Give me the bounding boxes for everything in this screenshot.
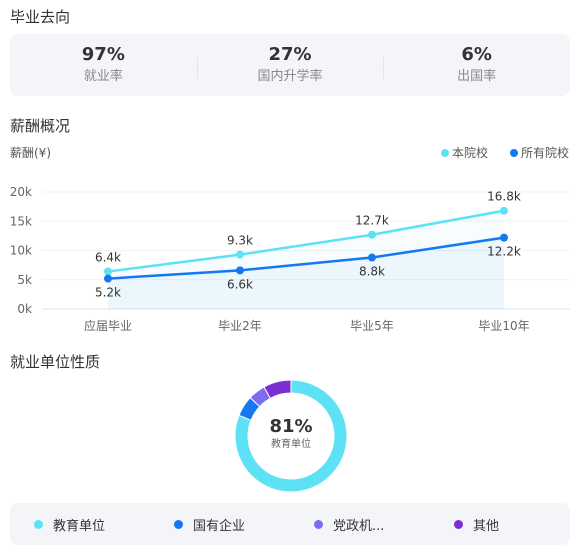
data-point [500, 206, 508, 215]
legend-label: 所有院校 [521, 146, 570, 160]
legend-item-education[interactable]: 教育单位 [10, 515, 150, 534]
stat-employment: 97% 就业率 [10, 43, 197, 87]
legend-dot [314, 519, 323, 529]
x-tick-label: 毕业5年 [350, 319, 394, 333]
legend-dot [174, 519, 183, 529]
donut-center-label: 教育单位 [271, 439, 311, 450]
series-area [108, 210, 504, 309]
donut-slice[interactable] [263, 379, 292, 399]
donut-legend: 教育单位 国有企业 党政机... 其他 [10, 503, 570, 545]
legend-dot [454, 519, 463, 529]
data-label: 16.8k [487, 190, 521, 204]
donut-slice[interactable] [234, 379, 348, 493]
data-point [104, 274, 112, 283]
legend-item-state-owned[interactable]: 国有企业 [150, 515, 290, 534]
series-line [107, 209, 505, 273]
data-label: 8.8k [359, 265, 385, 279]
data-label: 12.2k [487, 245, 521, 259]
data-point [104, 267, 112, 276]
salary-line-chart: 0k 5k 10k 15k 20k 应届毕业 毕业2年 毕业5年 毕业10年 6.4k 9.3k 12… [10, 185, 570, 333]
y-tick-label: 10k [10, 244, 32, 258]
y-axis-label: 薪酬(¥) [10, 146, 51, 160]
series-line [107, 236, 505, 280]
y-tick-label: 5k [17, 273, 32, 287]
employer-title: 就业单位性质 [10, 353, 101, 371]
stat-value: 27% [268, 44, 312, 65]
legend-this-school[interactable]: 本院校 [441, 144, 488, 161]
legend-item-government[interactable]: 党政机... [290, 515, 430, 534]
data-point [368, 230, 376, 239]
stat-abroad: 6% 出国率 [383, 43, 570, 87]
donut-center-value: 81% [269, 416, 313, 437]
donut-svg [234, 379, 348, 493]
salary-title: 薪酬概况 [10, 117, 71, 135]
stat-label: 出国率 [457, 69, 497, 84]
legend-item-other[interactable]: 其他 [430, 515, 570, 534]
stat-value: 97% [81, 44, 125, 65]
stat-label: 就业率 [83, 69, 123, 84]
legend-label: 党政机... [333, 518, 385, 534]
data-label: 5.2k [95, 286, 121, 300]
y-tick-label: 15k [10, 214, 32, 228]
x-tick-label: 毕业10年 [478, 319, 529, 333]
legend-label: 教育单位 [53, 518, 106, 534]
legend-label: 其他 [473, 518, 500, 534]
data-point [368, 253, 376, 262]
destination-title: 毕业去向 [10, 8, 71, 26]
stat-domestic-study: 27% 国内升学率 [196, 43, 384, 87]
donut-center: 81% 教育单位 [235, 380, 347, 492]
stats-card: 97% 就业率 27% 国内升学率 6% 出国率 [10, 34, 570, 96]
y-tick-label: 20k [10, 185, 32, 199]
legend-dot [510, 148, 518, 157]
legend-all-schools[interactable]: 所有院校 [510, 144, 569, 161]
series-area [108, 237, 504, 309]
x-tick-label: 应届毕业 [84, 318, 132, 333]
data-point [236, 250, 244, 259]
x-tick-label: 毕业2年 [218, 319, 262, 333]
legend-label: 本院校 [452, 146, 489, 160]
data-label: 12.7k [355, 214, 389, 228]
legend-label: 国有企业 [193, 518, 246, 534]
data-label: 6.4k [95, 251, 121, 265]
legend-dot [441, 148, 449, 157]
data-label: 9.3k [227, 234, 253, 248]
data-point [500, 233, 508, 242]
legend-dot [34, 519, 43, 529]
stat-value: 6% [461, 44, 492, 65]
y-tick-label: 0k [17, 302, 32, 316]
data-label: 6.6k [227, 277, 253, 291]
data-point [236, 266, 244, 275]
employer-donut-chart: 81% 教育单位 [234, 379, 348, 493]
stat-label: 国内升学率 [257, 69, 323, 84]
